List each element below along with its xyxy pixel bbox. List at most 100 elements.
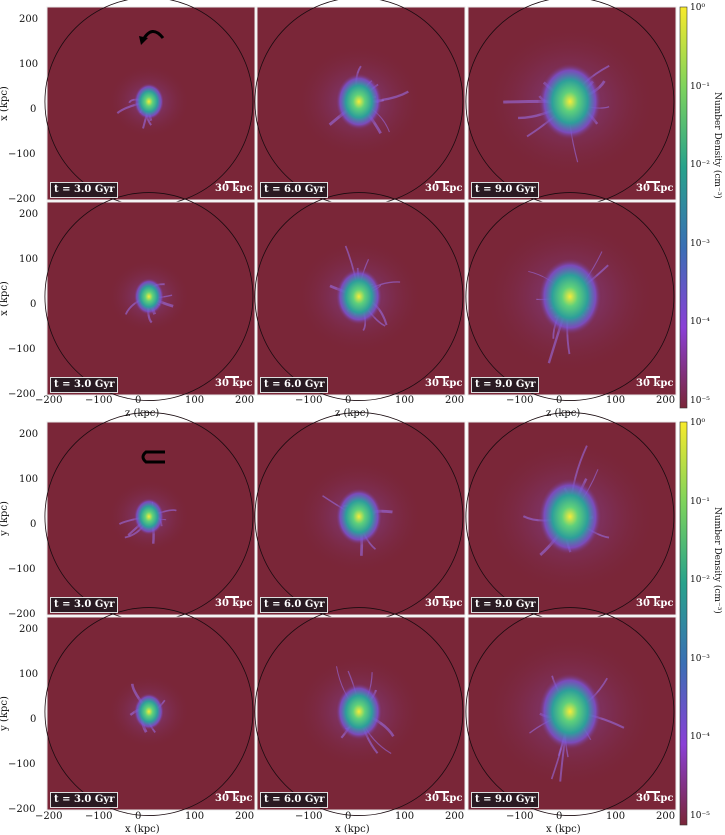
scale-bar [646,596,660,598]
colorbar-tick: 10⁻⁴ [690,732,710,742]
y-tick-label: 100 [19,474,38,485]
scale-bar [225,181,239,183]
y-axis-label: x (kpc) [0,86,10,121]
scale-bar [435,376,449,378]
x-tick-label: 200 [656,395,675,406]
scale-bar-label: 30 kpc [425,378,462,389]
scale-bar-label: 30 kpc [215,793,252,804]
x-tick-label: 100 [395,811,414,822]
colorbar-tick: 10⁻⁴ [690,317,710,327]
y-tick-label: −200 [8,389,35,400]
scale-bar-label: 30 kpc [636,598,673,609]
scale-bar-label: 30 kpc [425,793,462,804]
scale-bar [435,596,449,598]
y-tick-label: 0 [30,299,36,310]
colorbar-tick: 10⁻³ [690,239,710,249]
y-tick-label: 200 [19,14,38,25]
y-tick-label: 0 [30,519,36,530]
galaxy-core [538,62,602,140]
time-label: t = 3.0 Gyr [50,597,118,613]
time-label: t = 6.0 Gyr [260,597,328,613]
scale-bar [646,376,660,378]
galaxy-core [538,672,602,750]
colorbar-tick: 10⁻² [690,575,710,585]
y-tick-label: −200 [8,609,35,620]
density-panel [45,193,255,401]
x-axis-label: z (kpc) [546,408,580,419]
scale-bar-label: 30 kpc [636,378,673,389]
colorbar-label: Number Density (cm⁻³) [712,507,722,614]
scale-bar-label: 30 kpc [425,598,462,609]
colorbar-tick: 10⁻¹ [690,497,710,507]
x-tick-label: 200 [235,395,254,406]
colorbar-tick: 10⁻³ [690,654,710,664]
x-tick-label: −100 [295,395,322,406]
colorbar-label: Number Density (cm⁻³) [712,92,722,199]
galaxy-core [134,278,165,315]
x-axis-label: z (kpc) [125,408,159,419]
scale-bar [435,791,449,793]
colorbar-bottom [680,422,687,825]
x-tick-label: −200 [35,811,62,822]
galaxy-core [134,498,165,535]
y-tick-label: 0 [30,714,36,725]
scale-bar-label: 30 kpc [215,378,252,389]
x-tick-label: 200 [656,811,675,822]
x-tick-label: 0 [345,811,351,822]
scale-bar-label: 30 kpc [636,183,673,194]
time-label: t = 6.0 Gyr [260,182,328,198]
time-label: t = 3.0 Gyr [50,377,118,393]
colorbar-tick: 10⁰ [690,3,705,13]
time-label: t = 9.0 Gyr [471,792,539,808]
x-tick-label: 200 [445,811,464,822]
y-axis-label: y (kpc) [0,501,10,536]
colorbar-tick: 10⁻⁵ [690,811,710,821]
x-axis-label: z (kpc) [335,408,369,419]
galaxy-core [335,683,383,741]
y-tick-label: −100 [8,564,35,575]
y-axis-label: x (kpc) [0,281,10,316]
x-tick-label: 0 [135,395,141,406]
y-tick-label: 0 [30,104,36,115]
colorbar-top [680,7,687,408]
colorbar-tick: 10⁰ [690,418,705,428]
density-panel [255,608,465,816]
scale-bar [225,791,239,793]
galaxy-core [134,693,165,730]
x-tick-label: 100 [185,811,204,822]
scale-bar [225,596,239,598]
x-tick-label: −100 [85,395,112,406]
density-panel [466,0,676,206]
x-axis-label: x (kpc) [125,824,160,835]
galaxy-core [538,257,602,335]
x-tick-label: −100 [295,811,322,822]
y-axis-label: y (kpc) [0,696,10,731]
time-label: t = 6.0 Gyr [260,377,328,393]
time-label: t = 9.0 Gyr [471,377,539,393]
x-axis-label: x (kpc) [335,824,370,835]
density-panel [255,413,465,621]
y-tick-label: 200 [19,209,38,220]
x-axis-label: x (kpc) [546,824,581,835]
density-panel [255,0,465,206]
scale-bar-label: 30 kpc [215,598,252,609]
scale-bar-label: 30 kpc [636,793,673,804]
scale-bar [225,376,239,378]
time-label: t = 3.0 Gyr [50,182,118,198]
x-tick-label: −200 [35,395,62,406]
colorbar-tick: 10⁻⁵ [690,396,710,406]
y-tick-label: −100 [8,344,35,355]
x-tick-label: 200 [235,811,254,822]
x-tick-label: 0 [556,811,562,822]
x-tick-label: 0 [345,395,351,406]
scale-bar-label: 30 kpc [215,183,252,194]
y-tick-label: 200 [19,624,38,635]
time-label: t = 9.0 Gyr [471,182,539,198]
colorbars [680,7,687,825]
galaxy-core [134,83,165,120]
scale-bar [435,181,449,183]
x-tick-label: 200 [445,395,464,406]
y-tick-label: 100 [19,669,38,680]
x-tick-label: 100 [395,395,414,406]
scale-bar [646,791,660,793]
